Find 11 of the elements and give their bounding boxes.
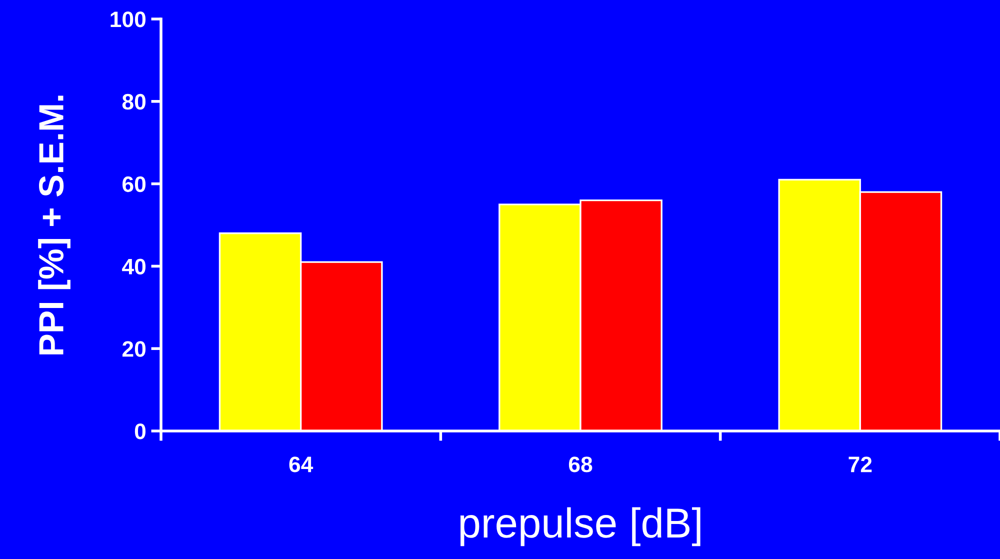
y-tick-label: 20 bbox=[122, 341, 146, 357]
x-tick-label: 72 bbox=[848, 456, 872, 472]
y-tick-label: 0 bbox=[134, 424, 146, 440]
x-axis-title: prepulse [dB] bbox=[460, 507, 700, 546]
y-tick-label: 60 bbox=[122, 176, 146, 192]
y-tick-label: 80 bbox=[122, 94, 146, 110]
x-tick-label: 64 bbox=[289, 456, 314, 472]
y-tick-label: 40 bbox=[122, 258, 146, 274]
x-tick-label: 68 bbox=[568, 456, 592, 472]
y-tick-label: 100 bbox=[110, 12, 146, 28]
y-axis-title: PPI [%] + S.E.M. bbox=[38, 96, 70, 354]
